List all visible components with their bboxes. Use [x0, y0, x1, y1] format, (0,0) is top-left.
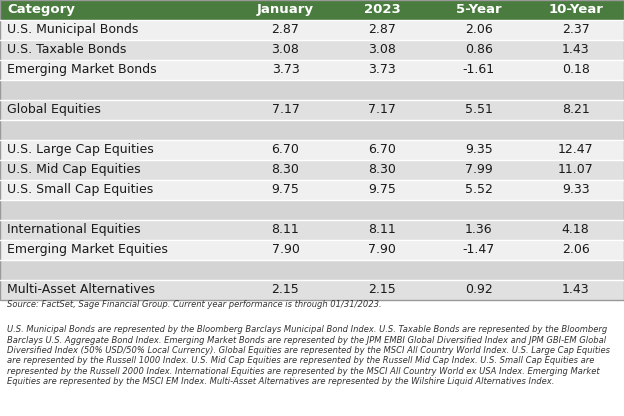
Text: 9.75: 9.75 [271, 183, 300, 196]
Text: 9.75: 9.75 [368, 183, 396, 196]
Text: 2.15: 2.15 [368, 283, 396, 296]
Bar [0, 100, 624, 120]
Text: -1.47: -1.47 [463, 243, 495, 256]
Text: 0.18: 0.18 [562, 63, 590, 77]
Bar [0, 180, 624, 200]
Text: 4.18: 4.18 [562, 223, 590, 236]
Text: 8.30: 8.30 [271, 163, 300, 176]
Text: 3.08: 3.08 [368, 43, 396, 57]
Bar [0, 60, 624, 80]
Text: U.S. Taxable Bonds: U.S. Taxable Bonds [7, 43, 127, 57]
Text: 6.70: 6.70 [368, 143, 396, 156]
Text: 8.30: 8.30 [368, 163, 396, 176]
Text: U.S. Large Cap Equities: U.S. Large Cap Equities [7, 143, 154, 156]
Text: 7.99: 7.99 [465, 163, 493, 176]
Bar [0, 220, 624, 240]
Text: 11.07: 11.07 [558, 163, 593, 176]
Text: 2023: 2023 [364, 3, 401, 17]
Text: 9.35: 9.35 [465, 143, 493, 156]
Text: 1.36: 1.36 [465, 223, 493, 236]
Text: 10-Year: 10-Year [548, 3, 603, 17]
Bar [0, 120, 624, 140]
Text: Emerging Market Equities: Emerging Market Equities [7, 243, 168, 256]
Bar [0, 140, 624, 160]
Text: 3.73: 3.73 [271, 63, 300, 77]
Text: 1.43: 1.43 [562, 43, 590, 57]
Text: 9.33: 9.33 [562, 183, 590, 196]
Text: Source: FactSet, Sage Financial Group. Current year performance is through 01/31: Source: FactSet, Sage Financial Group. C… [7, 300, 382, 309]
Text: 2.06: 2.06 [562, 243, 590, 256]
Text: U.S. Mid Cap Equities: U.S. Mid Cap Equities [7, 163, 141, 176]
Text: -1.61: -1.61 [463, 63, 495, 77]
Text: 7.90: 7.90 [271, 243, 300, 256]
Text: 2.15: 2.15 [271, 283, 300, 296]
Text: 2.37: 2.37 [562, 23, 590, 37]
Bar [0, 40, 624, 60]
Text: 5.51: 5.51 [465, 103, 493, 116]
Text: International Equities: International Equities [7, 223, 141, 236]
Text: 8.11: 8.11 [271, 223, 300, 236]
Bar [0, 260, 624, 280]
Text: Multi-Asset Alternatives: Multi-Asset Alternatives [7, 283, 155, 296]
Bar [0, 0, 624, 20]
Text: 3.73: 3.73 [368, 63, 396, 77]
Text: U.S. Municipal Bonds are represented by the Bloomberg Barclays Municipal Bond In: U.S. Municipal Bonds are represented by … [7, 325, 610, 386]
Bar [0, 240, 624, 260]
Text: 8.11: 8.11 [368, 223, 396, 236]
Text: 2.06: 2.06 [465, 23, 493, 37]
Text: 7.90: 7.90 [368, 243, 396, 256]
Text: 2.87: 2.87 [271, 23, 300, 37]
Text: 7.17: 7.17 [368, 103, 396, 116]
Bar [0, 20, 624, 40]
Text: 3.08: 3.08 [271, 43, 300, 57]
Text: 0.92: 0.92 [465, 283, 493, 296]
Bar [0, 80, 624, 100]
Text: 7.17: 7.17 [271, 103, 300, 116]
Text: U.S. Small Cap Equities: U.S. Small Cap Equities [7, 183, 154, 196]
Text: 12.47: 12.47 [558, 143, 593, 156]
Bar [0, 160, 624, 180]
Text: 2.87: 2.87 [368, 23, 396, 37]
Text: Category: Category [7, 3, 76, 17]
Text: 1.43: 1.43 [562, 283, 590, 296]
Text: 6.70: 6.70 [271, 143, 300, 156]
Text: January: January [257, 3, 314, 17]
Bar [0, 280, 624, 300]
Text: 5.52: 5.52 [465, 183, 493, 196]
Bar [0, 200, 624, 220]
Text: 8.21: 8.21 [562, 103, 590, 116]
Text: Emerging Market Bonds: Emerging Market Bonds [7, 63, 157, 77]
Text: U.S. Municipal Bonds: U.S. Municipal Bonds [7, 23, 139, 37]
Text: 0.86: 0.86 [465, 43, 493, 57]
Text: Global Equities: Global Equities [7, 103, 101, 116]
Text: 5-Year: 5-Year [456, 3, 502, 17]
